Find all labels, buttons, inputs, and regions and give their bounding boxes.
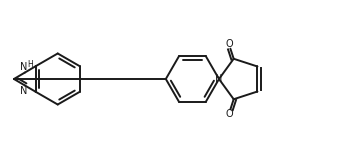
Text: H: H: [27, 60, 33, 69]
Text: N: N: [20, 86, 27, 96]
Text: O: O: [225, 39, 233, 49]
Text: N: N: [215, 74, 223, 84]
Text: O: O: [225, 109, 233, 119]
Text: N: N: [20, 62, 27, 72]
